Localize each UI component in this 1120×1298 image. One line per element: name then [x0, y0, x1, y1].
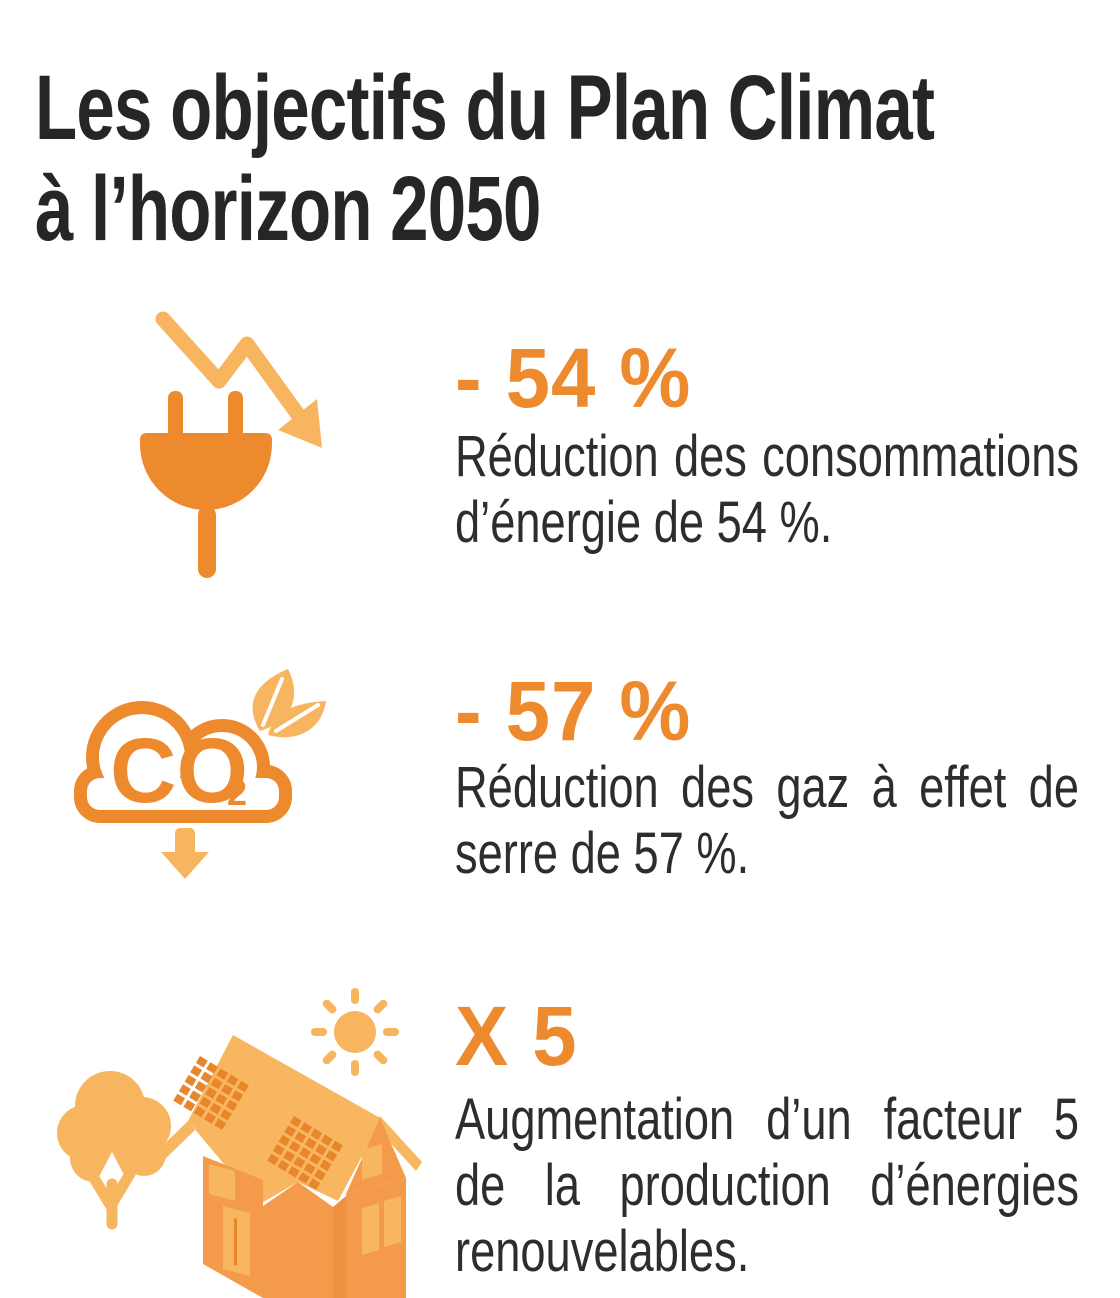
solar-panel-icon [173, 1056, 343, 1190]
door-line [234, 1218, 237, 1266]
section-renewables-headline: X 5 [455, 989, 578, 1083]
plug-icon [140, 391, 272, 578]
description-line: Réduction des gaz à effet de [455, 755, 1079, 820]
section-energy-description: Réduction des consommations d’énergie de… [455, 424, 1120, 556]
window [362, 1203, 379, 1255]
gable-window [362, 1144, 382, 1180]
window [384, 1196, 401, 1247]
front-gable-wall [263, 1182, 333, 1298]
page-title: Les objectifs du Plan Climat à l’horizon… [35, 58, 1120, 260]
main-roof [188, 1035, 382, 1205]
tree-icon [57, 1071, 171, 1230]
section-energy-headline: - 54 % [455, 331, 692, 425]
leaf-veins [261, 677, 320, 733]
left-eave [154, 1121, 195, 1163]
description-line: serre de 57 %. [455, 821, 750, 886]
co2-cloud-reduction-icon: CO 2 [74, 669, 326, 879]
section-ghg-description: Réduction des gaz à effet de serre de 57… [455, 755, 1120, 887]
description-line: Augmentation d’un facteur 5 [455, 1087, 1079, 1152]
description-line: d’énergie de 54 %. [455, 490, 833, 555]
window [209, 1164, 235, 1201]
section-renewables-description: Augmentation d’un facteur 5 de la produc… [455, 1087, 1120, 1285]
decreasing-arrow-icon [155, 311, 307, 424]
description-line: renouvelables. [455, 1219, 750, 1284]
co2-subscript: 2 [227, 772, 247, 813]
sun-icon [311, 988, 399, 1076]
right-eave [374, 1116, 422, 1171]
section-ghg-headline: - 57 % [455, 664, 692, 758]
page-title-line1: Les objectifs du Plan Climat [35, 57, 935, 159]
plug-energy-decrease-icon [140, 311, 322, 578]
house-icon [154, 1035, 422, 1298]
leaves-icon [252, 669, 326, 738]
co2-cloud-icon: CO 2 [74, 701, 292, 823]
co2-label: CO [110, 720, 248, 822]
down-arrow-icon [161, 828, 209, 879]
arrow-head [278, 399, 322, 448]
solar-house-renewables-icon [57, 988, 422, 1298]
description-line: Réduction des consommations [455, 424, 1079, 489]
description-line: de la production d’énergies [455, 1153, 1079, 1218]
wall-shadow [333, 1196, 346, 1298]
page-title-line2: à l’horizon 2050 [35, 158, 541, 260]
